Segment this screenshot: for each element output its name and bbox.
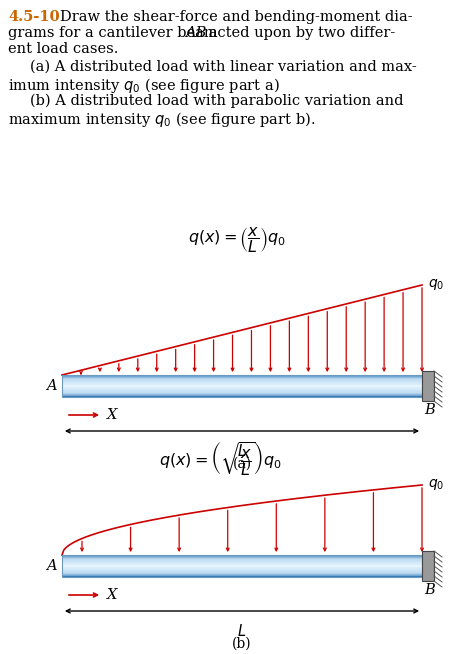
Text: X: X — [107, 408, 118, 422]
Bar — [62, 387, 422, 388]
Text: 4.5-10: 4.5-10 — [8, 10, 60, 24]
Bar — [62, 557, 422, 558]
Bar — [62, 555, 422, 556]
Bar — [422, 371, 434, 401]
Bar — [62, 556, 422, 557]
Bar — [62, 559, 422, 560]
Bar — [62, 570, 422, 571]
Bar — [62, 563, 422, 564]
Bar — [62, 383, 422, 384]
Bar — [62, 386, 422, 387]
Text: B: B — [424, 583, 435, 597]
Bar — [62, 571, 422, 572]
Bar — [62, 562, 422, 563]
Bar — [62, 376, 422, 377]
Bar — [62, 388, 422, 389]
Bar — [62, 575, 422, 576]
Bar — [62, 390, 422, 391]
Text: (b): (b) — [232, 637, 252, 651]
Bar — [62, 566, 422, 567]
Text: $L$: $L$ — [237, 623, 246, 639]
Bar — [62, 392, 422, 393]
Text: A: A — [46, 559, 57, 573]
Text: acted upon by two differ-: acted upon by two differ- — [204, 26, 395, 40]
Bar — [62, 384, 422, 385]
Text: $q(x) = \left(\dfrac{x}{L}\right) q_0$: $q(x) = \left(\dfrac{x}{L}\right) q_0$ — [188, 225, 286, 255]
Bar — [62, 565, 422, 566]
Bar — [62, 561, 422, 562]
Bar — [62, 574, 422, 575]
Bar — [62, 378, 422, 379]
Bar — [62, 569, 422, 570]
Bar — [62, 375, 422, 397]
Bar — [62, 567, 422, 568]
Bar — [62, 377, 422, 378]
Text: (a) A distributed load with linear variation and max-: (a) A distributed load with linear varia… — [30, 60, 417, 74]
Bar — [62, 391, 422, 392]
Text: $L$: $L$ — [237, 443, 246, 459]
Text: ent load cases.: ent load cases. — [8, 42, 118, 56]
Text: Draw the shear-force and bending-moment dia-: Draw the shear-force and bending-moment … — [60, 10, 413, 24]
Bar — [422, 551, 434, 581]
Bar — [62, 389, 422, 390]
Text: (b) A distributed load with parabolic variation and: (b) A distributed load with parabolic va… — [30, 94, 403, 109]
Text: B: B — [424, 403, 435, 417]
Text: imum intensity $q_0$ (see figure part a): imum intensity $q_0$ (see figure part a) — [8, 76, 280, 95]
Bar — [62, 396, 422, 397]
Text: $q_0$: $q_0$ — [428, 477, 444, 492]
Text: A: A — [46, 379, 57, 393]
Bar — [62, 573, 422, 574]
Text: AB: AB — [185, 26, 206, 40]
Bar — [62, 395, 422, 396]
Bar — [62, 558, 422, 559]
Text: $q_0$: $q_0$ — [428, 277, 444, 292]
Bar — [62, 576, 422, 577]
Text: grams for a cantilever beam: grams for a cantilever beam — [8, 26, 222, 40]
Bar — [62, 393, 422, 394]
Text: $q(x) = \left(\sqrt{\dfrac{x}{L}}\right) q_0$: $q(x) = \left(\sqrt{\dfrac{x}{L}}\right)… — [158, 441, 282, 479]
Bar — [62, 380, 422, 381]
Bar — [62, 560, 422, 561]
Bar — [62, 375, 422, 376]
Bar — [62, 555, 422, 577]
Bar — [62, 394, 422, 395]
Text: X: X — [107, 588, 118, 602]
Bar — [62, 568, 422, 569]
Text: (a): (a) — [232, 457, 252, 471]
Bar — [62, 379, 422, 380]
Text: maximum intensity $q_0$ (see figure part b).: maximum intensity $q_0$ (see figure part… — [8, 110, 316, 129]
Bar — [62, 381, 422, 383]
Bar — [62, 572, 422, 573]
Bar — [62, 385, 422, 386]
Bar — [62, 564, 422, 565]
